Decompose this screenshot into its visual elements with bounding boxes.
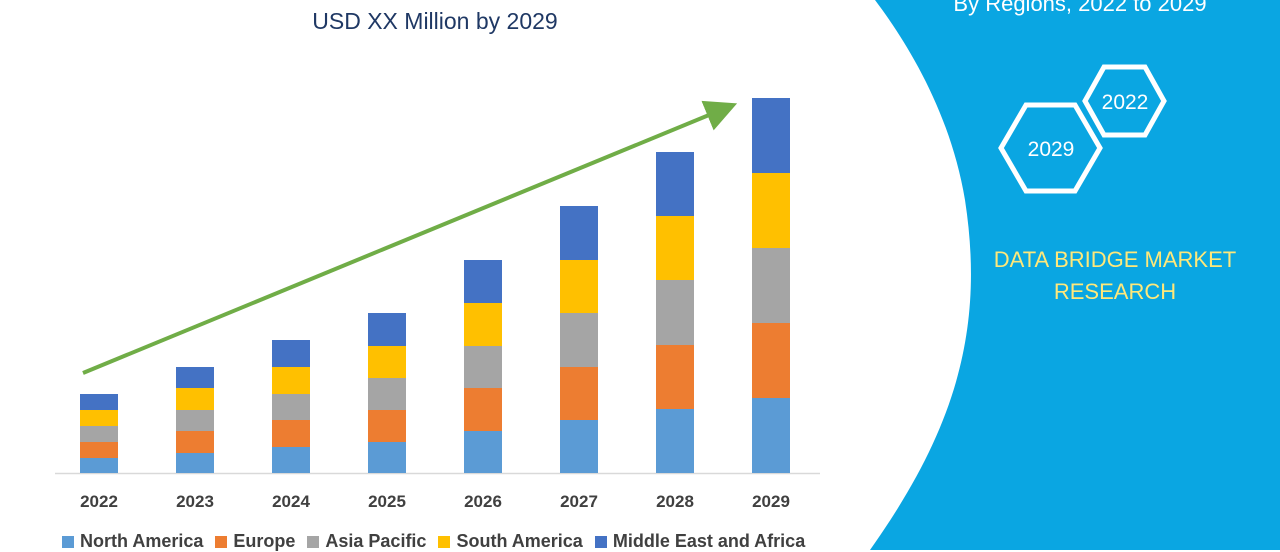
x-tick-2026: 2026 <box>464 492 502 511</box>
trend-arrow <box>82 100 738 375</box>
hexagon-2029-label: 2029 <box>1028 138 1075 161</box>
bar-2027-middle-east-and-africa <box>560 206 598 260</box>
bar-2026-north-america <box>464 431 502 473</box>
chart-subtitle: USD XX Million by 2029 <box>312 8 558 34</box>
legend-label: Europe <box>233 531 296 551</box>
bar-2022-europe <box>80 442 118 458</box>
x-tick-2024: 2024 <box>272 492 310 511</box>
legend: North America Europe Asia Pacific South Ame… <box>62 531 805 552</box>
x-tick-2023: 2023 <box>176 492 214 511</box>
legend-item-middle-east-and-africa: Middle East and Africa <box>594 531 806 552</box>
regions-label: By Regions, 2022 to 2029 <box>953 0 1207 16</box>
bar-2023-north-america <box>176 453 214 473</box>
x-tick-2022: 2022 <box>80 492 118 511</box>
bar-2023-middle-east-and-africa <box>176 367 214 388</box>
bar-2023-asia-pacific <box>176 410 214 431</box>
bar-2029-north-america <box>752 398 790 473</box>
brand-name: DATA BRIDGE MARKET RESEARCH <box>960 244 1270 308</box>
bar-2022-asia-pacific <box>80 426 118 442</box>
x-tick-2025: 2025 <box>368 492 406 511</box>
legend-label: South America <box>456 531 583 551</box>
bar-2024-europe <box>272 420 310 447</box>
bar-2023-south-america <box>176 388 214 410</box>
bar-2029-asia-pacific <box>752 248 790 323</box>
legend-swatch <box>307 535 320 548</box>
bar-2028-south-america <box>656 216 694 280</box>
bar-2025-south-america <box>368 346 406 378</box>
bar-2028-europe <box>656 345 694 409</box>
bar-2024-middle-east-and-africa <box>272 340 310 367</box>
bar-2028-middle-east-and-africa <box>656 152 694 216</box>
legend-item-europe: Europe <box>215 531 295 552</box>
hexagon-2022 <box>1082 64 1167 138</box>
brand-line-2: RESEARCH <box>1053 279 1177 304</box>
legend-swatch <box>62 535 74 548</box>
bar-2029-south-america <box>752 173 790 248</box>
bar-2024-asia-pacific <box>272 394 310 420</box>
x-tick-labels: 2022 2023 2024 2025 2026 2027 2028 2029 <box>80 492 790 511</box>
bar-2024-south-america <box>272 367 310 394</box>
bar-2022-south-america <box>80 410 118 426</box>
bar-2022-middle-east-and-africa <box>80 394 118 410</box>
hexagon-2022-label: 2022 <box>1102 91 1149 114</box>
bar-2026-europe <box>464 388 502 431</box>
bar-2027-south-america <box>560 260 598 313</box>
legend-item-south-america: South America <box>438 531 583 552</box>
bar-2028-north-america <box>656 409 694 473</box>
legend-label: North America <box>80 531 204 551</box>
legend-item-asia-pacific: Asia Pacific <box>307 531 426 552</box>
x-tick-2028: 2028 <box>656 492 694 511</box>
legend-item-north-america: North America <box>62 531 203 552</box>
legend-swatch <box>438 535 451 548</box>
bar-2029-europe <box>752 323 790 398</box>
bar-2029-middle-east-and-africa <box>752 98 790 173</box>
side-panel-background <box>870 0 1280 550</box>
brand-line-1: DATA BRIDGE MARKET <box>993 247 1237 272</box>
legend-label: Middle East and Africa <box>612 531 806 551</box>
legend-label: Asia Pacific <box>325 531 427 551</box>
legend-swatch <box>594 535 607 548</box>
bar-2025-asia-pacific <box>368 378 406 410</box>
legend-swatch <box>215 535 228 548</box>
bar-2025-europe <box>368 410 406 442</box>
bar-2022-north-america <box>80 458 118 473</box>
x-tick-2027: 2027 <box>560 492 598 511</box>
bar-2027-europe <box>560 367 598 420</box>
bar-2026-south-america <box>464 303 502 346</box>
bar-2024-north-america <box>272 447 310 473</box>
bar-2026-middle-east-and-africa <box>464 260 502 303</box>
bar-2027-asia-pacific <box>560 313 598 367</box>
bar-2023-europe <box>176 431 214 453</box>
bars-group <box>80 98 790 473</box>
bar-2025-north-america <box>368 442 406 473</box>
bar-2026-asia-pacific <box>464 346 502 388</box>
hexagon-2029 <box>998 102 1103 194</box>
x-tick-2029: 2029 <box>752 492 790 511</box>
bar-2027-north-america <box>560 420 598 473</box>
bar-2025-middle-east-and-africa <box>368 313 406 346</box>
bar-2028-asia-pacific <box>656 280 694 345</box>
